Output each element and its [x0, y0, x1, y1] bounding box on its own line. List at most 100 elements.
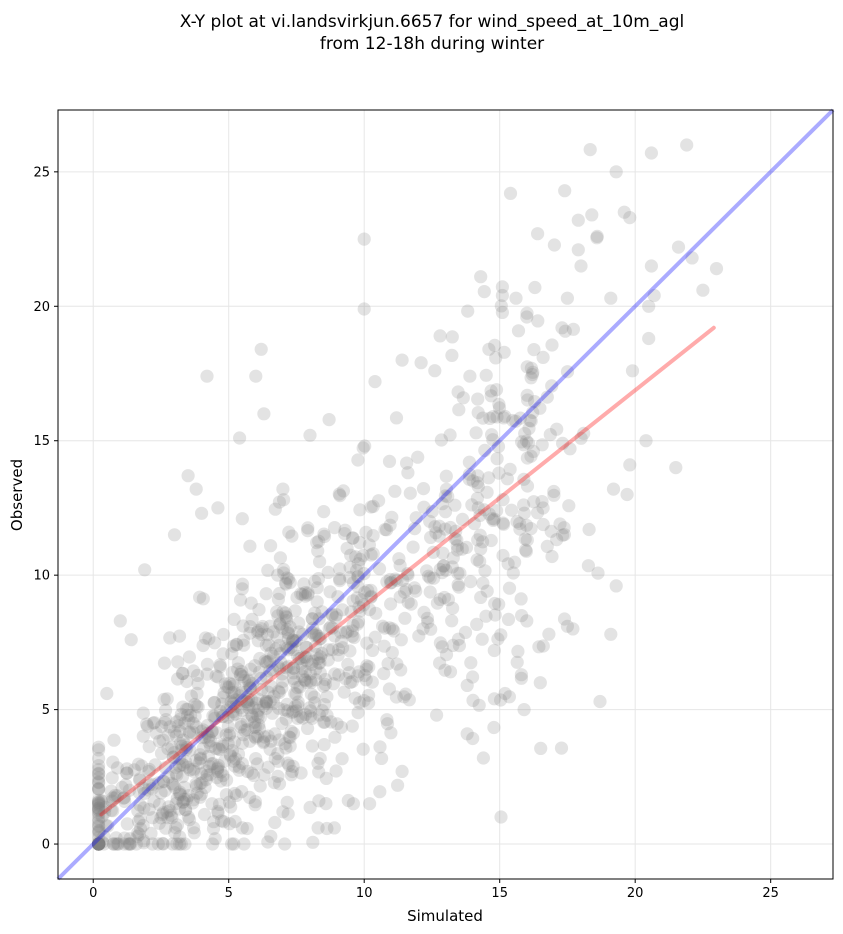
data-point	[147, 716, 161, 730]
data-point	[460, 727, 474, 741]
data-point	[620, 487, 634, 502]
data-point	[302, 701, 316, 715]
data-point	[284, 640, 298, 655]
data-point	[583, 143, 597, 157]
data-point	[540, 539, 554, 554]
data-point	[335, 752, 349, 766]
data-point	[376, 619, 390, 633]
data-point	[396, 573, 410, 587]
data-point	[291, 711, 305, 725]
data-point	[709, 262, 724, 276]
data-point	[606, 482, 621, 496]
data-point	[179, 738, 193, 752]
data-point	[92, 815, 106, 829]
data-point	[542, 627, 556, 641]
x-tick-label: 20	[627, 886, 644, 901]
data-point	[240, 764, 254, 779]
data-point	[292, 652, 306, 666]
data-point	[148, 758, 162, 772]
data-point	[300, 654, 314, 668]
data-point	[477, 503, 491, 517]
data-point	[92, 776, 106, 790]
data-point	[535, 495, 549, 509]
data-point	[260, 696, 274, 710]
data-point	[362, 538, 376, 552]
data-point	[514, 592, 528, 606]
data-point	[187, 764, 201, 778]
data-point	[169, 760, 183, 774]
data-point	[357, 232, 371, 246]
data-point	[216, 710, 230, 724]
data-point	[130, 829, 144, 844]
data-point	[171, 655, 185, 669]
data-point	[307, 690, 321, 704]
data-point	[92, 796, 106, 810]
data-point	[261, 835, 275, 849]
data-point	[357, 598, 371, 612]
data-point	[574, 259, 588, 273]
data-point	[235, 821, 249, 835]
data-point	[520, 614, 534, 628]
data-point	[423, 585, 437, 599]
data-point	[266, 649, 280, 664]
data-point	[524, 414, 538, 428]
data-point	[398, 585, 412, 599]
data-point	[251, 624, 265, 638]
data-point	[304, 687, 318, 701]
data-point	[272, 495, 286, 509]
data-point	[260, 655, 275, 669]
data-point	[92, 795, 106, 809]
data-point	[267, 776, 281, 790]
data-point	[203, 759, 217, 774]
data-point	[435, 640, 449, 654]
data-point	[254, 627, 269, 642]
data-point	[288, 687, 302, 701]
data-point	[452, 639, 466, 653]
data-point	[294, 710, 308, 724]
data-point	[137, 801, 151, 815]
data-point	[208, 709, 222, 723]
data-point	[399, 687, 413, 701]
data-point	[246, 676, 260, 691]
data-point	[306, 621, 320, 635]
data-point	[190, 779, 204, 793]
data-point	[176, 795, 190, 809]
data-point	[276, 482, 290, 496]
data-point	[194, 767, 208, 781]
data-point	[159, 821, 173, 835]
data-point	[312, 612, 326, 626]
data-point	[182, 650, 196, 664]
data-point	[283, 620, 297, 634]
data-point	[372, 494, 386, 508]
data-point	[186, 726, 200, 740]
data-point	[92, 803, 106, 817]
data-point	[259, 701, 273, 715]
data-point	[190, 668, 205, 683]
data-point	[259, 638, 273, 652]
data-point	[462, 467, 477, 481]
data-point	[218, 677, 232, 691]
data-point	[289, 704, 303, 718]
data-point	[293, 680, 307, 694]
data-point	[347, 630, 361, 645]
data-point	[424, 622, 438, 636]
data-point	[172, 837, 187, 851]
data-point	[334, 720, 348, 734]
data-point	[301, 588, 315, 602]
data-point	[261, 563, 275, 578]
data-point	[351, 669, 365, 683]
data-point	[298, 664, 312, 679]
data-point	[243, 626, 257, 640]
data-point	[250, 625, 265, 639]
data-point	[515, 435, 529, 449]
data-point	[226, 705, 240, 719]
data-point	[155, 719, 169, 734]
data-point	[141, 719, 155, 733]
data-point	[208, 711, 222, 726]
data-point	[105, 771, 119, 785]
data-point	[449, 524, 463, 538]
data-point	[360, 659, 374, 673]
data-point	[309, 639, 323, 653]
data-point	[453, 566, 467, 580]
